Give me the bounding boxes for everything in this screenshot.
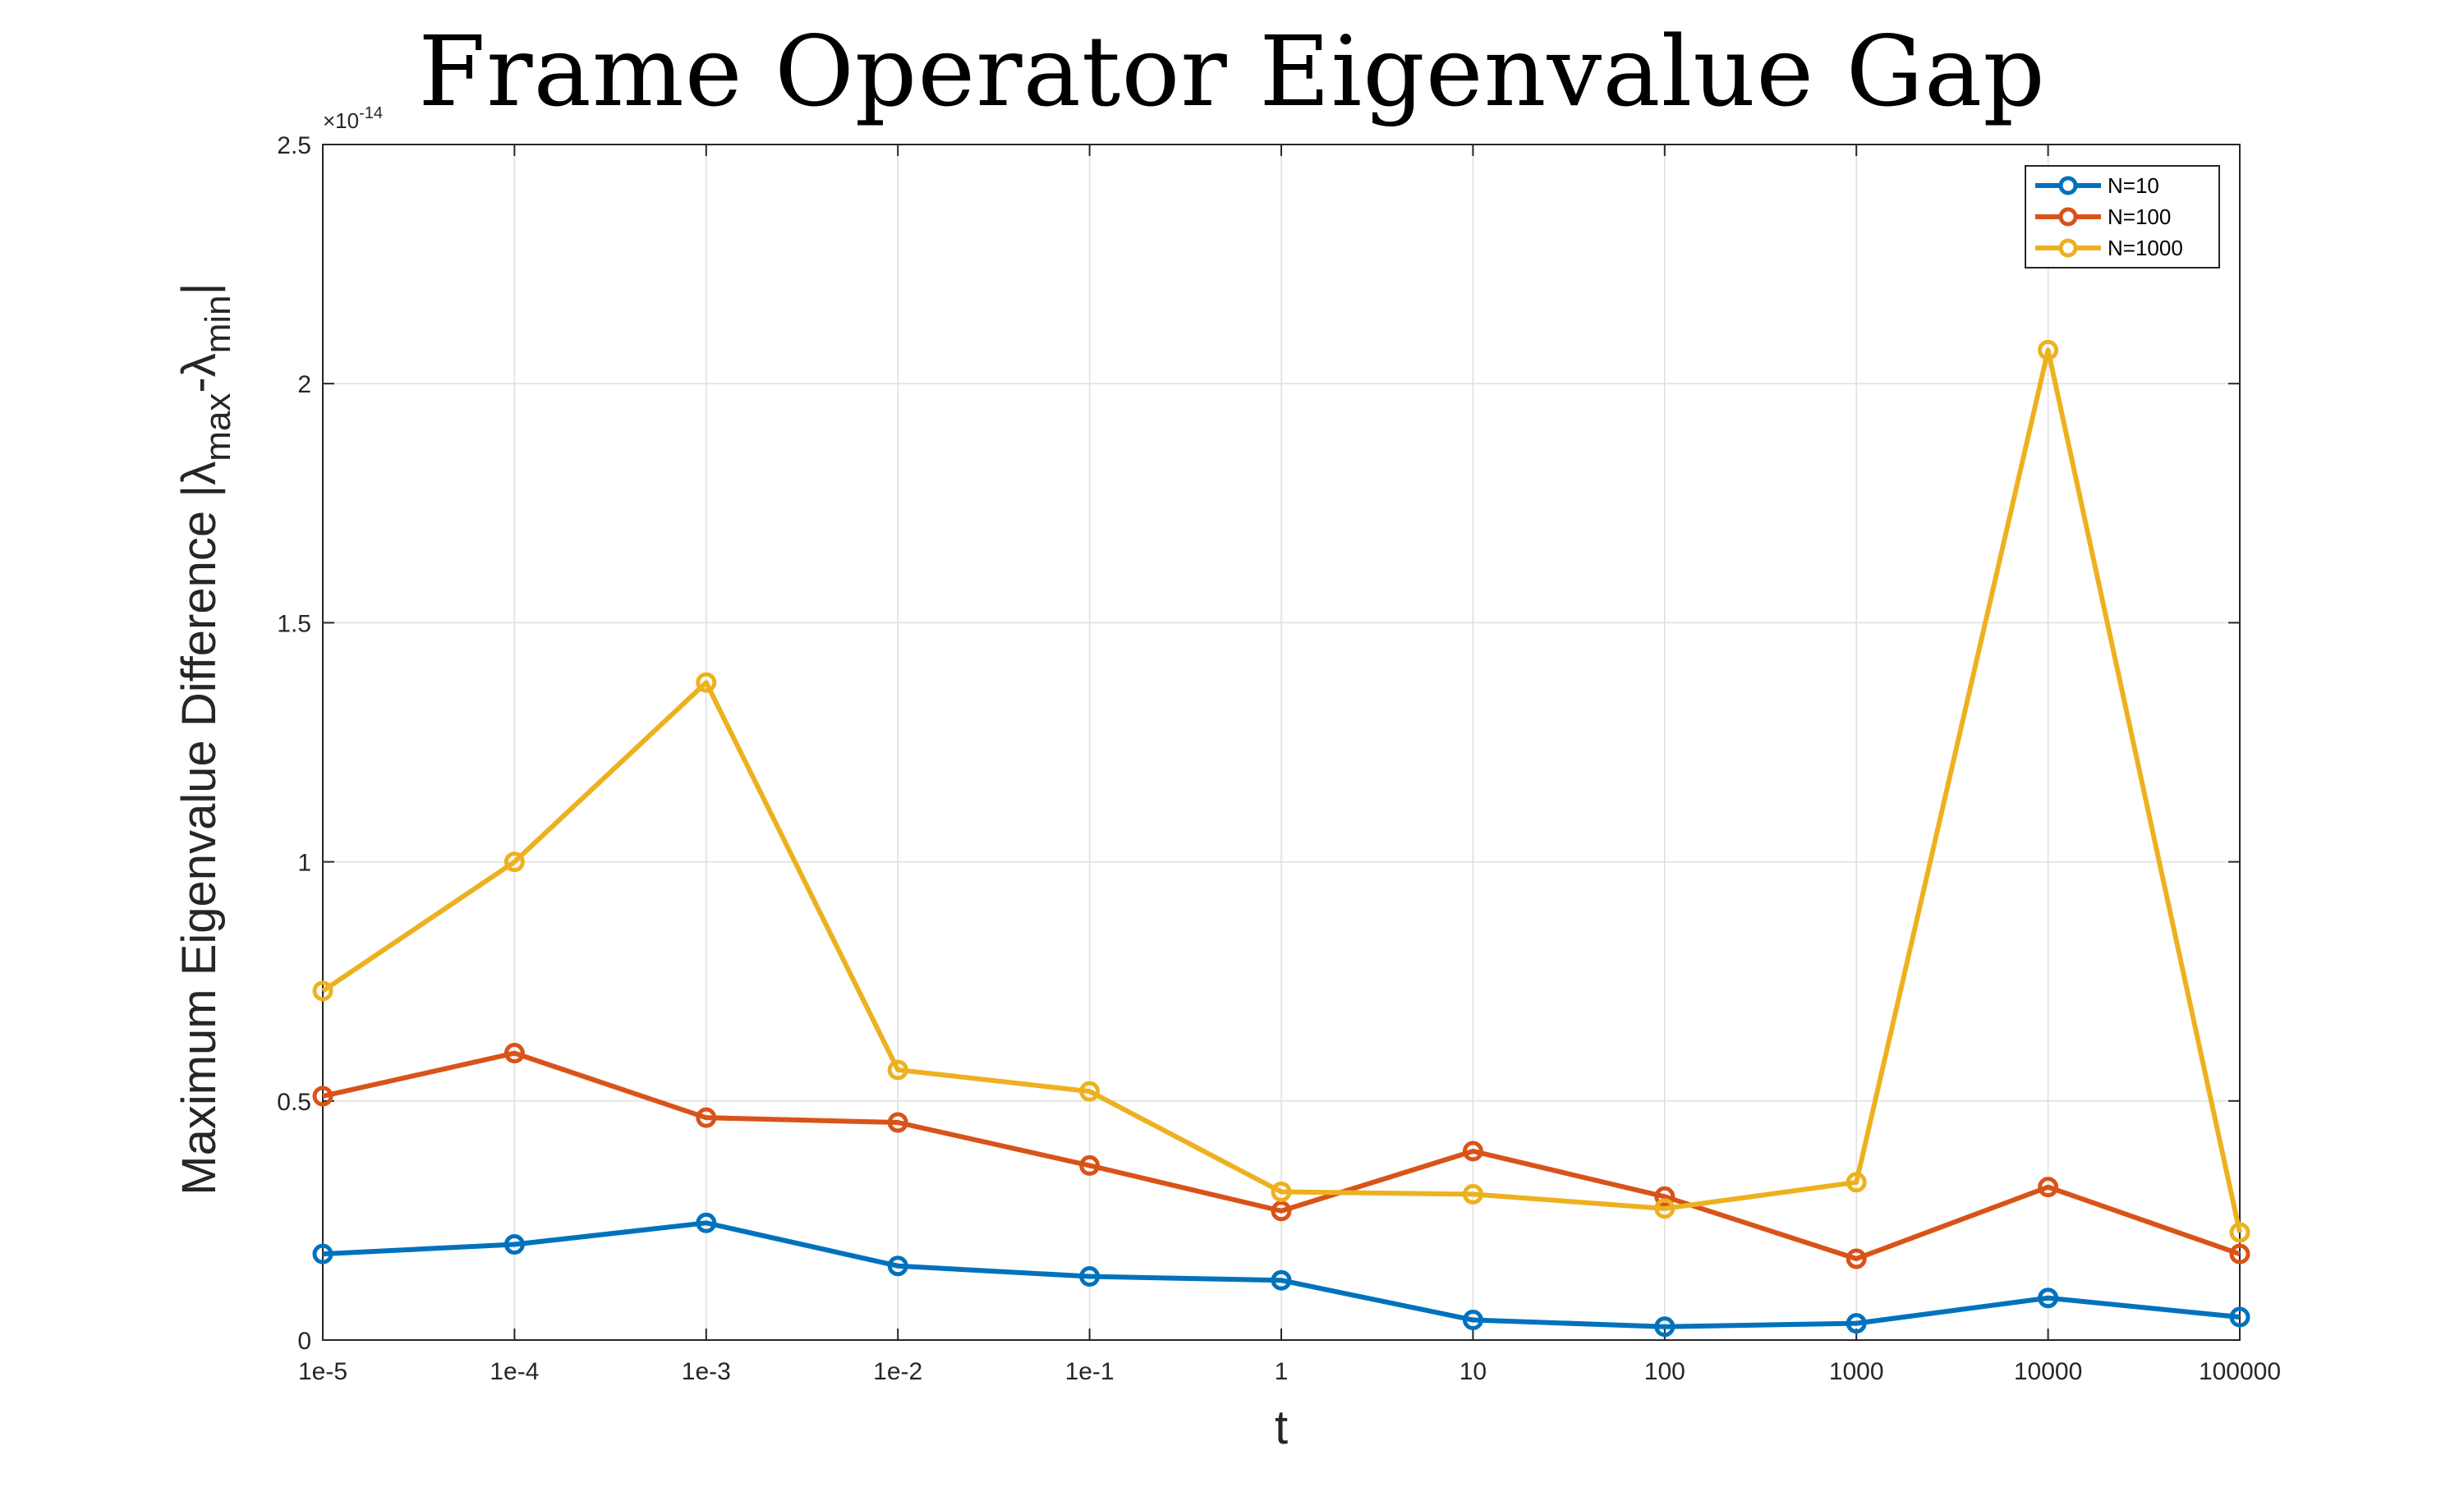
legend-marker <box>2058 238 2078 258</box>
series-line <box>322 1220 2241 1329</box>
data-point <box>2229 1306 2250 1328</box>
series-n-10 <box>312 1212 2250 1338</box>
data-point <box>312 1086 333 1107</box>
legend-label: N=10 <box>2108 173 2159 198</box>
chart-title: Frame Operator Eigenvalue Gap <box>418 15 2046 128</box>
x-axis-label: t <box>1275 1401 1288 1454</box>
x-tick-label: 1e-4 <box>490 1358 539 1385</box>
legend: N=10 N=100 N=1000 <box>2025 165 2220 269</box>
legend-marker <box>2058 207 2078 227</box>
y-tick-label: 2.5 <box>277 132 311 159</box>
data-point <box>503 851 525 873</box>
legend-item: N=100 <box>2035 204 2171 229</box>
data-point <box>1462 1141 1483 1162</box>
x-tick-label: 1e-1 <box>1065 1358 1115 1385</box>
data-point <box>2038 1177 2059 1198</box>
data-point <box>1846 1248 1867 1269</box>
data-point <box>1079 1154 1101 1176</box>
data-point <box>1654 1186 1676 1207</box>
x-tick-label: 1 <box>1275 1358 1289 1385</box>
y-axis-label: Maximum Eigenvalue Difference |λmax-λmin… <box>172 282 238 1195</box>
y-tick-label: 0 <box>297 1328 311 1355</box>
data-point <box>887 1059 908 1081</box>
y-exponent-label: ×10-14 <box>323 104 383 133</box>
y-tick-label: 0.5 <box>277 1089 311 1116</box>
data-point <box>1079 1081 1101 1102</box>
x-tick-label: 10000 <box>2014 1358 2082 1385</box>
data-point <box>1462 1183 1483 1205</box>
data-point <box>696 672 717 693</box>
data-point <box>887 1255 908 1277</box>
series-n-100 <box>312 1043 2250 1269</box>
series-line <box>321 347 2242 1233</box>
x-tick-label: 10 <box>1460 1358 1487 1385</box>
x-tick-label: 100 <box>1644 1358 1685 1385</box>
data-point <box>1654 1198 1676 1219</box>
grid-lines <box>322 144 2241 1341</box>
data-point <box>2229 1222 2250 1243</box>
legend-item: N=10 <box>2035 173 2159 198</box>
data-point <box>503 1043 525 1064</box>
data-point <box>503 1234 525 1255</box>
legend-label: N=1000 <box>2108 236 2183 260</box>
axis-ticks: 1e-5 1e-4 1e-3 1e-2 1e-1 1 10 100 1000 10000 10000… <box>277 132 2281 1385</box>
legend-label: N=100 <box>2108 204 2171 229</box>
x-tick-label: 100000 <box>2199 1358 2281 1385</box>
data-point <box>1271 1200 1292 1222</box>
series-n-1000 <box>312 339 2250 1243</box>
data-point <box>1654 1316 1676 1338</box>
data-point <box>2229 1243 2250 1265</box>
series-layer <box>312 339 2250 1338</box>
data-point <box>887 1112 908 1133</box>
x-tick-label: 1e-2 <box>873 1358 922 1385</box>
data-point <box>1079 1266 1101 1288</box>
y-tick-label: 2 <box>297 371 311 398</box>
data-point <box>2038 339 2059 360</box>
data-point <box>696 1212 717 1233</box>
data-point <box>1271 1181 1292 1202</box>
data-point <box>1462 1310 1483 1331</box>
data-point <box>312 980 333 1002</box>
legend-item: N=1000 <box>2035 236 2183 260</box>
x-tick-label: 1000 <box>1829 1358 1884 1385</box>
y-tick-label: 1.5 <box>277 610 311 637</box>
x-tick-label: 1e-3 <box>682 1358 731 1385</box>
data-point <box>1271 1269 1292 1291</box>
data-point <box>1846 1172 1867 1193</box>
data-point <box>696 1107 717 1128</box>
y-tick-label: 1 <box>297 850 311 877</box>
series-line <box>322 1050 2241 1261</box>
x-tick-label: 1e-5 <box>298 1358 347 1385</box>
data-point <box>1846 1313 1867 1334</box>
data-point <box>2038 1288 2059 1309</box>
data-point <box>312 1243 333 1265</box>
legend-marker <box>2058 176 2078 195</box>
